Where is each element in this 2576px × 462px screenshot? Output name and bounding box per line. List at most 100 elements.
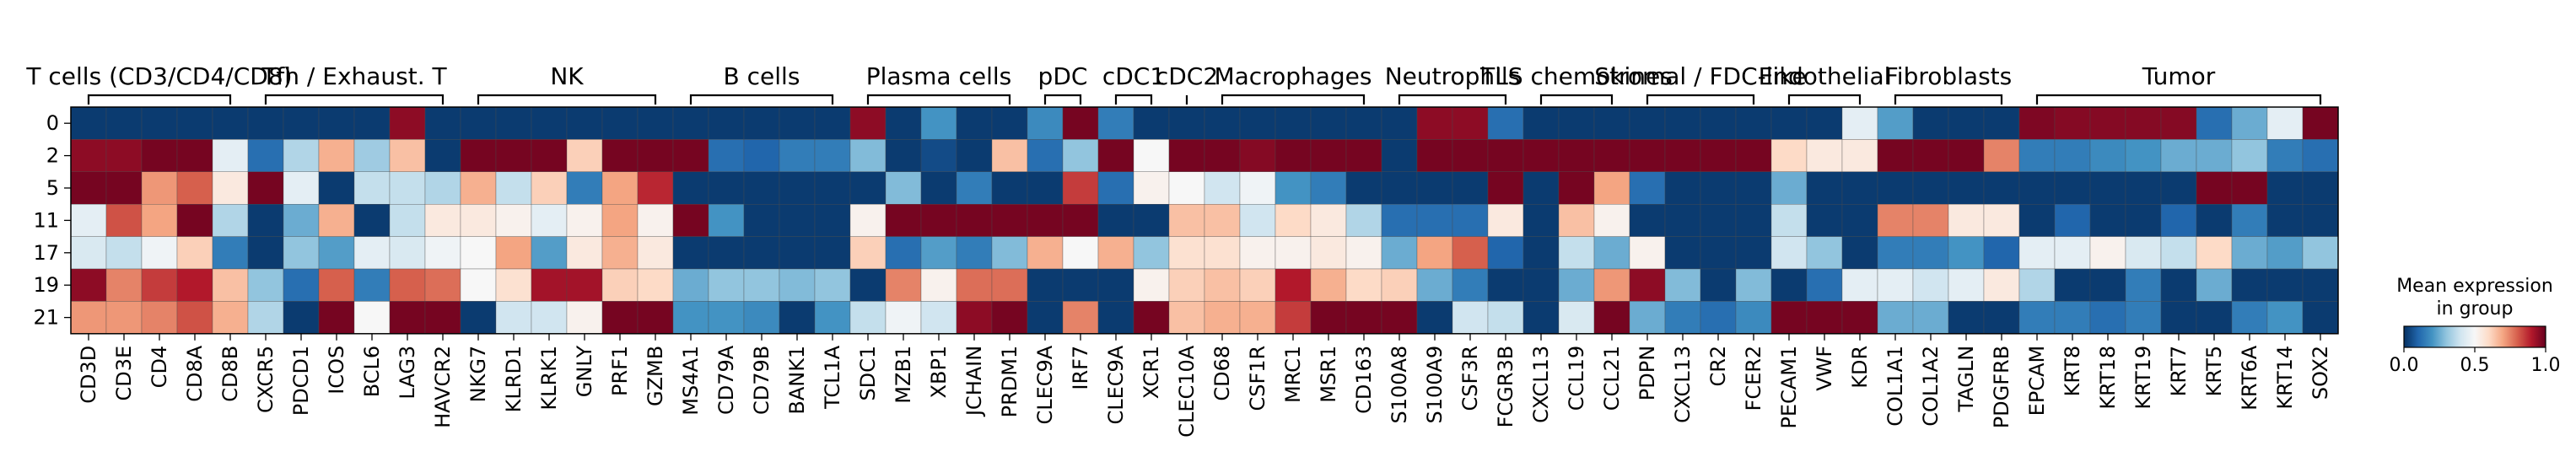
- heatmap-cell: [814, 301, 851, 334]
- heatmap-cell: [2160, 139, 2197, 172]
- y-axis: 0 2 5 11 17 19 21: [33, 111, 71, 330]
- heatmap-cell: [814, 106, 851, 140]
- x-tick-label: LAG3: [396, 346, 419, 400]
- heatmap-cell: [991, 236, 1028, 270]
- heatmap-cell: [849, 301, 887, 334]
- heatmap-cell: [885, 268, 922, 302]
- heatmap-cell: [460, 171, 497, 205]
- heatmap-cell: [2125, 171, 2162, 205]
- heatmap-cell: [531, 139, 568, 172]
- heatmap-cell: [1664, 171, 1701, 205]
- heatmap-cell: [1345, 204, 1382, 237]
- heatmap-cell: [1735, 106, 1772, 140]
- heatmap-cell: [2266, 139, 2304, 172]
- heatmap-cell: [601, 139, 639, 172]
- heatmap-cell: [1770, 106, 1808, 140]
- heatmap-cell: [2231, 171, 2268, 205]
- heatmap-cell: [743, 171, 780, 205]
- heatmap-cell: [176, 301, 213, 334]
- heatmap-cell: [1416, 171, 1453, 205]
- x-tick-label: JCHAIN: [962, 346, 986, 417]
- heatmap-cell: [920, 139, 957, 172]
- heatmap-cell: [1770, 301, 1808, 334]
- heatmap-cell: [637, 106, 674, 140]
- heatmap-cell: [779, 204, 816, 237]
- x-tick-label: HAVCR2: [431, 346, 455, 428]
- heatmap-cell: [1912, 268, 1949, 302]
- heatmap-cell: [2018, 301, 2056, 334]
- heatmap-cell: [460, 268, 497, 302]
- heatmap-cell: [2196, 171, 2233, 205]
- x-tick-label: FCGR3B: [1494, 346, 1517, 428]
- heatmap-cell: [1593, 204, 1630, 237]
- heatmap-cell: [1983, 268, 2020, 302]
- group-label: NK: [550, 62, 584, 90]
- heatmap-cell: [1452, 204, 1489, 237]
- x-tick-label: MS4A1: [679, 346, 703, 416]
- heatmap-cell: [1275, 236, 1312, 270]
- group-label: T cells (CD3/CD4/CD8): [25, 62, 292, 90]
- heatmap-cell: [601, 204, 639, 237]
- x-tick-label: CD3D: [77, 346, 100, 404]
- heatmap-cell: [956, 171, 993, 205]
- heatmap-cell: [318, 171, 355, 205]
- group-bracket: [264, 94, 445, 105]
- colorbar-tick-label: 0.5: [2460, 355, 2490, 376]
- heatmap-cell: [2054, 106, 2091, 140]
- heatmap-cell: [247, 301, 284, 334]
- heatmap-cell: [637, 171, 674, 205]
- heatmap-cell: [1841, 171, 1878, 205]
- heatmap-cell: [2231, 106, 2268, 140]
- heatmap-cell: [1345, 139, 1382, 172]
- heatmap-cell: [1027, 268, 1064, 302]
- heatmap-cell: [2125, 301, 2162, 334]
- heatmap-cell: [1027, 171, 1064, 205]
- heatmap-cell: [991, 139, 1028, 172]
- heatmap-cell: [672, 106, 709, 140]
- heatmap-cell: [1700, 204, 1737, 237]
- heatmap-cell: [1629, 171, 1666, 205]
- heatmap-cell: [2231, 139, 2268, 172]
- heatmap-cell: [566, 139, 603, 172]
- heatmap-cell: [956, 106, 993, 140]
- heatmap-cell: [1664, 204, 1701, 237]
- x-tick-label: CD3E: [112, 346, 136, 401]
- heatmap-cell: [212, 204, 249, 237]
- heatmap-cell: [2054, 268, 2091, 302]
- heatmap-cell: [531, 236, 568, 270]
- heatmap-cell: [2089, 204, 2126, 237]
- heatmap-cell: [2266, 268, 2304, 302]
- heatmap-cell: [1558, 236, 1595, 270]
- x-tick-label: BANK1: [785, 346, 809, 415]
- heatmap-cell: [2018, 106, 2056, 140]
- x-tick-label: NKG7: [466, 346, 490, 403]
- heatmap-cell: [2302, 204, 2339, 237]
- group-label: Fibroblasts: [1885, 62, 2013, 90]
- x-tick-label: CSF1R: [1246, 346, 1269, 411]
- heatmap-cell: [1948, 139, 1985, 172]
- heatmap-cell: [1700, 139, 1737, 172]
- heatmap-cell: [1452, 139, 1489, 172]
- heatmap-cell: [1452, 106, 1489, 140]
- heatmap-cell: [2160, 106, 2197, 140]
- heatmap-cell: [1522, 268, 1560, 302]
- heatmap-cell: [105, 301, 143, 334]
- heatmap-cell: [1310, 268, 1347, 302]
- heatmap-cell: [1700, 106, 1737, 140]
- heatmap-cell: [1097, 106, 1134, 140]
- heatmap-cell: [141, 106, 178, 140]
- heatmap-cell: [1948, 301, 1985, 334]
- heatmap-cell: [460, 236, 497, 270]
- group-bracket: [1787, 94, 1862, 105]
- heatmap-cell: [1522, 301, 1560, 334]
- heatmap-cell: [1133, 268, 1170, 302]
- heatmap-cell: [2125, 139, 2162, 172]
- heatmap-cell: [2266, 106, 2304, 140]
- heatmap-cell: [1593, 139, 1630, 172]
- heatmap-cell: [283, 301, 320, 334]
- heatmap-cell: [1841, 301, 1878, 334]
- heatmap-cell: [1593, 301, 1630, 334]
- heatmap-cell: [566, 301, 603, 334]
- heatmap-cell: [1806, 301, 1843, 334]
- heatmap-cell: [70, 236, 107, 270]
